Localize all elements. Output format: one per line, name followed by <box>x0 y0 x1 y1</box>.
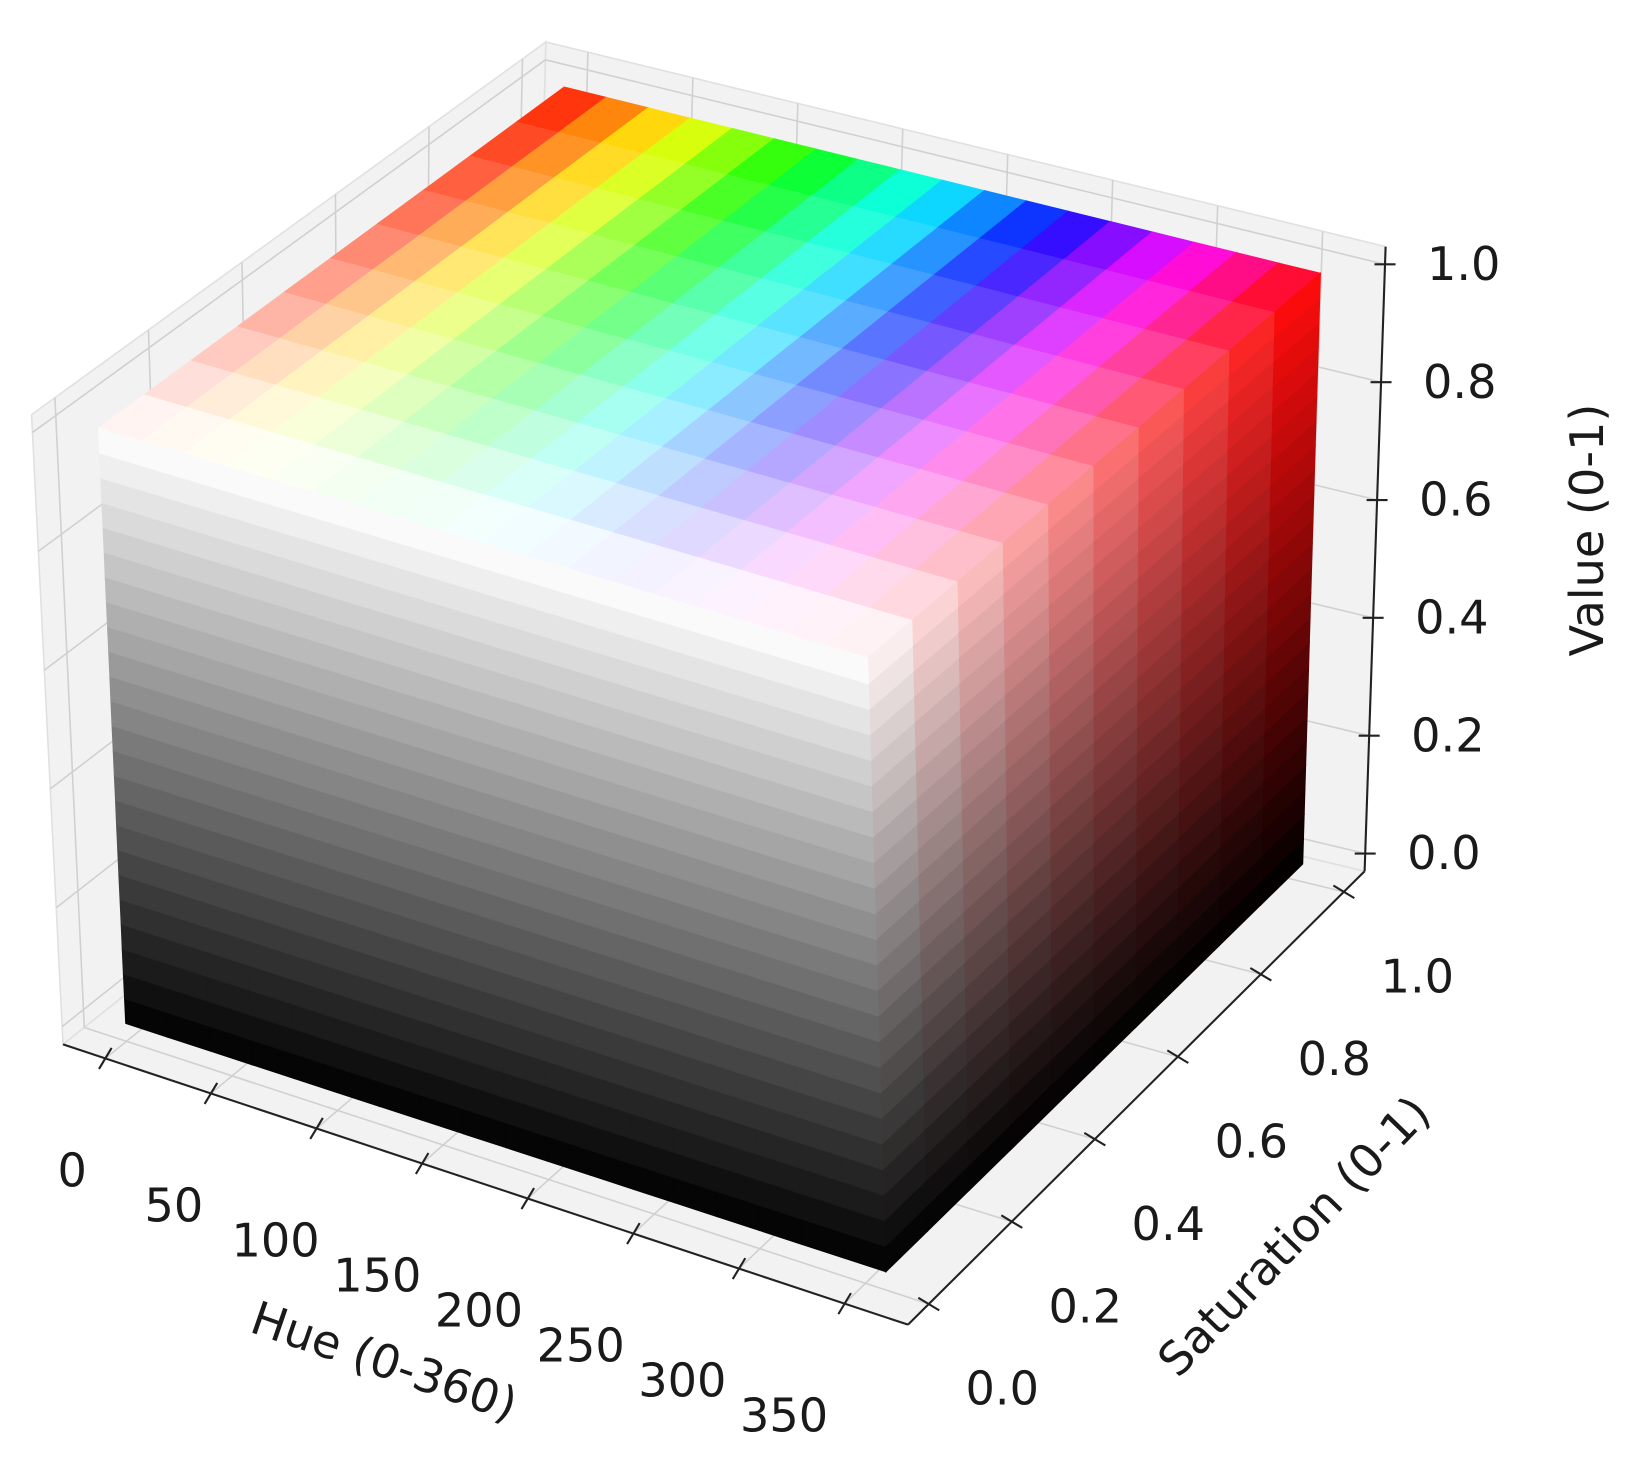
z-tick-label: 0.0 <box>1407 826 1480 880</box>
tick-mark <box>414 1152 430 1175</box>
hsv-cube <box>97 86 1322 1273</box>
grid-line <box>54 397 86 1028</box>
axis-line <box>62 1043 909 1326</box>
tick-mark <box>203 1082 219 1105</box>
x-tick-label: 100 <box>232 1213 320 1267</box>
tick-mark <box>1083 1131 1106 1147</box>
x-tick-label: 0 <box>58 1143 87 1197</box>
axis-line <box>907 870 1366 1326</box>
y-tick-label: 0.8 <box>1298 1032 1371 1086</box>
tick-mark <box>837 1292 852 1315</box>
z-tick-label: 1.0 <box>1427 237 1500 291</box>
tick-mark <box>917 1296 940 1312</box>
tick-mark <box>1249 967 1272 982</box>
voxel-face <box>824 644 869 685</box>
axis-line <box>1363 246 1387 872</box>
y-tick-label: 0.6 <box>1215 1114 1288 1168</box>
x-tick-label: 200 <box>435 1283 523 1337</box>
y-tick-label: 0.4 <box>1132 1197 1205 1251</box>
tick-mark <box>731 1257 747 1280</box>
x-tick-label: 50 <box>145 1178 204 1232</box>
tick-mark <box>1000 1214 1023 1229</box>
grid-line <box>84 1026 930 1305</box>
z-axis-label: Value (0-1) <box>1560 404 1614 657</box>
tick-mark <box>98 1047 113 1070</box>
tick-mark <box>520 1187 535 1210</box>
y-tick-label: 0.0 <box>966 1362 1039 1416</box>
x-tick-label: 250 <box>537 1319 625 1373</box>
grid-line <box>31 59 546 434</box>
tick-mark <box>1166 1049 1189 1064</box>
voxel-face <box>1274 272 1321 338</box>
tick-mark <box>309 1117 324 1140</box>
x-tick-label: 300 <box>638 1354 726 1408</box>
y-tick-label: 0.2 <box>1049 1279 1122 1333</box>
x-tick-label: 350 <box>740 1389 828 1443</box>
z-tick-label: 0.4 <box>1415 591 1488 645</box>
tick-mark <box>1332 884 1355 900</box>
z-tick-label: 0.6 <box>1419 473 1492 527</box>
z-tick-label: 0.8 <box>1423 355 1496 409</box>
z-tick-label: 0.2 <box>1411 708 1484 762</box>
y-tick-label: 1.0 <box>1381 949 1454 1003</box>
tick-mark <box>626 1222 641 1245</box>
grid-line <box>545 59 1386 266</box>
x-tick-label: 150 <box>333 1248 421 1302</box>
